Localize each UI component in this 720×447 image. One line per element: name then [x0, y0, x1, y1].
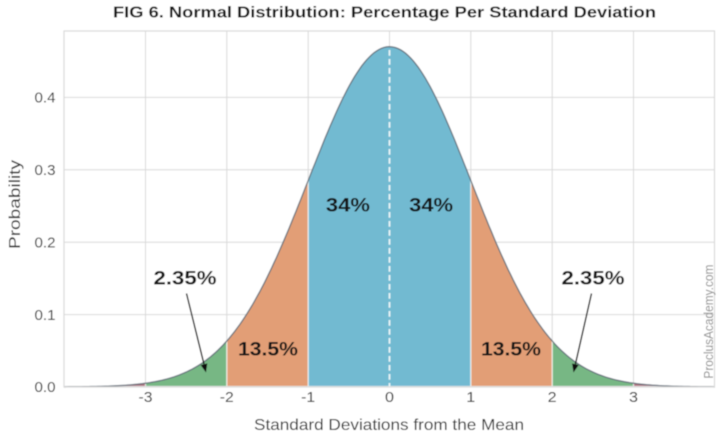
svg-text:34%: 34%: [326, 195, 370, 217]
svg-text:3: 3: [629, 390, 638, 406]
svg-text:-3: -3: [139, 390, 153, 406]
svg-text:-1: -1: [301, 390, 315, 406]
svg-text:0.3: 0.3: [35, 163, 56, 179]
svg-text:13.5%: 13.5%: [481, 339, 541, 361]
svg-text:2.35%: 2.35%: [562, 268, 625, 290]
svg-text:-2: -2: [220, 390, 234, 406]
svg-text:FIG 6. Normal Distribution: Pe: FIG 6. Normal Distribution: Percentage P…: [113, 5, 656, 22]
svg-text:2: 2: [548, 390, 557, 406]
svg-text:0.0: 0.0: [35, 380, 56, 396]
svg-text:2.35%: 2.35%: [154, 268, 217, 290]
svg-text:ProclusAcademy.com: ProclusAcademy.com: [702, 265, 716, 379]
svg-text:0: 0: [385, 390, 394, 406]
svg-text:34%: 34%: [409, 195, 453, 217]
svg-text:0.1: 0.1: [35, 308, 56, 324]
svg-text:13.5%: 13.5%: [238, 339, 298, 361]
svg-text:0.2: 0.2: [35, 235, 56, 251]
svg-text:Standard Deviations from the M: Standard Deviations from the Mean: [254, 417, 524, 434]
svg-text:0.4: 0.4: [35, 91, 56, 107]
svg-text:Probability: Probability: [7, 160, 24, 249]
svg-text:1: 1: [466, 390, 475, 406]
